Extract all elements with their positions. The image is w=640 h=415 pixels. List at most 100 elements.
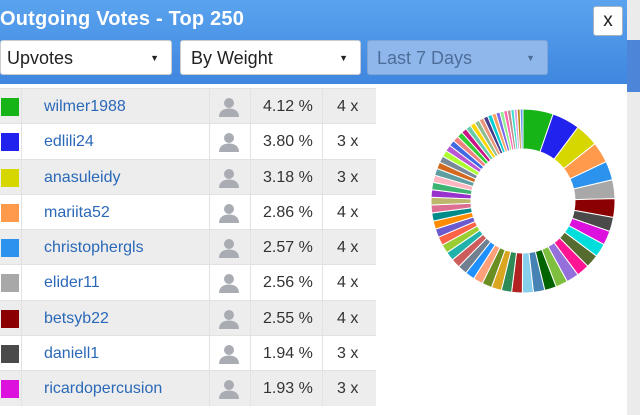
column-divider [250,300,251,336]
voter-row: elider11 2.56 % 4 x [0,264,376,300]
color-swatch [1,98,19,116]
column-divider [21,300,22,336]
vote-percent: 3.80 % [263,133,313,151]
user-icon[interactable] [218,378,240,400]
column-divider [250,124,251,159]
column-divider [322,300,323,336]
column-divider [250,371,251,406]
vote-count: 3 x [337,345,359,363]
user-icon[interactable] [218,272,240,294]
column-divider [250,230,251,265]
dialog-title: Outgoing Votes - Top 250 [0,8,245,30]
column-divider [250,194,251,230]
voter-link[interactable]: elider11 [44,274,100,292]
vote-percent: 2.55 % [263,309,313,327]
column-divider [21,159,22,194]
sort-value: By Weight [191,48,273,68]
color-swatch [1,133,19,152]
column-divider [250,89,251,124]
vote-count: 3 x [337,133,359,151]
column-divider [209,265,210,300]
voter-row: ricardopercusion 1.93 % 3 x [0,370,376,406]
column-divider [21,265,22,300]
column-divider [322,265,323,300]
column-divider [21,371,22,406]
voter-row: anasuleidy 3.18 % 3 x [0,158,376,194]
vote-type-select[interactable]: Upvotes ▼ [0,40,172,75]
vote-type-value: Upvotes [7,48,74,68]
voter-row: wilmer1988 4.12 % 4 x [0,88,376,124]
column-divider [322,230,323,265]
color-swatch [1,309,19,328]
vote-percent: 1.93 % [263,380,313,398]
vote-percent: 4.12 % [263,98,313,115]
vote-percent: 2.57 % [263,239,313,257]
column-divider [322,124,323,159]
vote-percent: 1.94 % [263,345,313,363]
voter-row: daniell1 1.94 % 3 x [0,335,376,371]
donut-slice[interactable] [519,108,524,150]
voter-link[interactable]: anasuleidy [44,168,121,186]
user-icon[interactable] [218,131,240,153]
vote-count: 3 x [337,168,359,186]
column-divider [250,159,251,194]
column-divider [322,336,323,371]
vote-count: 4 x [337,309,359,327]
column-divider [322,371,323,406]
page-edge [627,0,640,415]
user-icon[interactable] [218,308,240,330]
vote-count: 3 x [337,380,359,398]
column-divider [209,300,210,336]
voter-link[interactable]: daniell1 [44,345,100,363]
column-divider [209,194,210,230]
column-divider [21,89,22,124]
user-icon[interactable] [218,202,240,224]
color-swatch [1,274,19,293]
period-value: Last 7 Days [377,48,473,68]
column-divider [322,194,323,230]
column-divider [21,124,22,159]
column-divider [209,336,210,371]
caret-down-icon: ▼ [339,53,348,63]
voter-link[interactable]: wilmer1988 [44,98,126,115]
dialog-header: Outgoing Votes - Top 250 x Upvotes ▼ By … [0,0,627,84]
column-divider [209,159,210,194]
user-icon[interactable] [218,96,240,118]
voter-row: edlili24 3.80 % 3 x [0,123,376,159]
sort-select[interactable]: By Weight ▼ [180,40,361,75]
close-button[interactable]: x [593,6,623,36]
vote-percent: 3.18 % [263,168,313,186]
color-swatch [1,203,19,222]
column-divider [250,265,251,300]
voter-link[interactable]: betsyb22 [44,309,109,327]
caret-down-icon: ▼ [150,53,159,63]
period-select[interactable]: Last 7 Days ▼ [367,40,548,75]
voter-row: mariita52 2.86 % 4 x [0,193,376,230]
user-icon[interactable] [218,343,240,365]
column-divider [21,336,22,371]
color-swatch [1,168,19,187]
user-icon[interactable] [218,167,240,189]
voter-link[interactable]: edlili24 [44,133,94,151]
vote-count: 4 x [337,239,359,257]
vote-count: 4 x [337,203,359,221]
votes-dialog: Outgoing Votes - Top 250 x Upvotes ▼ By … [0,0,627,415]
votes-donut-chart [430,108,616,294]
voter-row: betsyb22 2.55 % 4 x [0,299,376,336]
page-edge-accent [627,40,640,92]
color-swatch [1,239,19,258]
user-icon[interactable] [218,237,240,259]
vote-percent: 2.56 % [263,274,313,292]
column-divider [322,159,323,194]
column-divider [250,336,251,371]
voter-link[interactable]: ricardopercusion [44,380,163,398]
column-divider [209,89,210,124]
voter-link[interactable]: christophergls [44,239,144,257]
column-divider [322,89,323,124]
voter-row: christophergls 2.57 % 4 x [0,229,376,265]
voter-link[interactable]: mariita52 [44,203,110,221]
vote-count: 4 x [337,98,359,115]
column-divider [209,230,210,265]
vote-percent: 2.86 % [263,203,313,221]
color-swatch [1,380,19,399]
